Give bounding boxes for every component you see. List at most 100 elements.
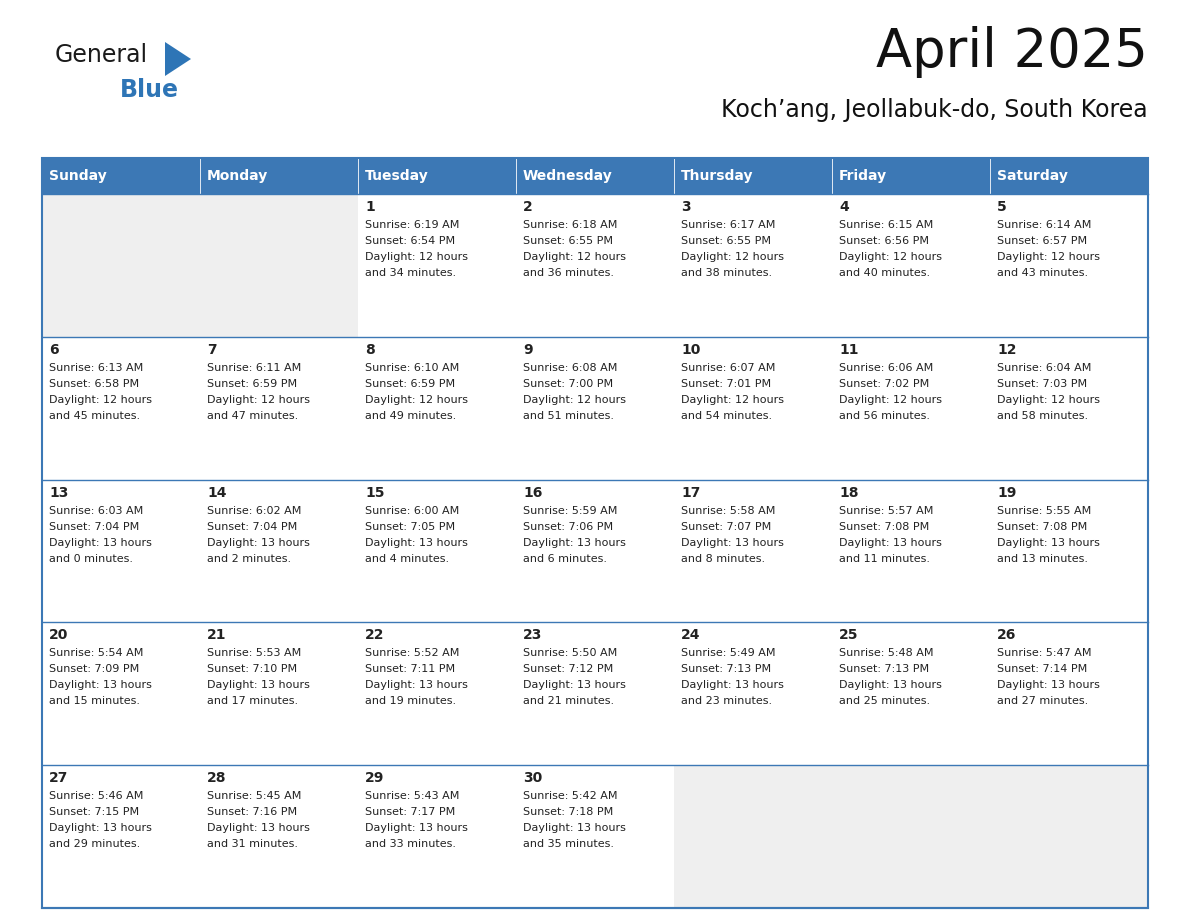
Text: Sunrise: 6:17 AM: Sunrise: 6:17 AM xyxy=(681,220,776,230)
Bar xyxy=(990,337,1148,479)
Text: Sunset: 7:10 PM: Sunset: 7:10 PM xyxy=(207,665,297,675)
Text: and 15 minutes.: and 15 minutes. xyxy=(49,697,140,706)
Bar xyxy=(990,622,1148,766)
Text: Sunset: 7:07 PM: Sunset: 7:07 PM xyxy=(681,521,771,532)
Text: and 19 minutes.: and 19 minutes. xyxy=(365,697,456,706)
Text: 29: 29 xyxy=(365,771,385,785)
Text: and 51 minutes.: and 51 minutes. xyxy=(523,410,614,420)
Text: Daylight: 13 hours: Daylight: 13 hours xyxy=(207,538,310,548)
Text: and 49 minutes.: and 49 minutes. xyxy=(365,410,456,420)
Text: Sunrise: 5:55 AM: Sunrise: 5:55 AM xyxy=(997,506,1092,516)
Text: Sunset: 7:16 PM: Sunset: 7:16 PM xyxy=(207,807,297,817)
Text: Daylight: 13 hours: Daylight: 13 hours xyxy=(365,538,468,548)
Text: Sunset: 7:14 PM: Sunset: 7:14 PM xyxy=(997,665,1087,675)
Text: and 33 minutes.: and 33 minutes. xyxy=(365,839,456,849)
Text: Daylight: 12 hours: Daylight: 12 hours xyxy=(997,395,1100,405)
Bar xyxy=(358,479,516,622)
Text: Sunrise: 6:11 AM: Sunrise: 6:11 AM xyxy=(207,363,302,373)
Text: Sunset: 7:06 PM: Sunset: 7:06 PM xyxy=(523,521,613,532)
Text: Sunrise: 5:48 AM: Sunrise: 5:48 AM xyxy=(839,648,934,658)
Text: and 40 minutes.: and 40 minutes. xyxy=(839,268,930,278)
Text: Sunrise: 6:00 AM: Sunrise: 6:00 AM xyxy=(365,506,460,516)
Text: General: General xyxy=(55,43,148,67)
Text: 10: 10 xyxy=(681,342,701,357)
Text: 11: 11 xyxy=(839,342,859,357)
Text: Sunrise: 6:07 AM: Sunrise: 6:07 AM xyxy=(681,363,776,373)
Text: Sunrise: 5:45 AM: Sunrise: 5:45 AM xyxy=(207,791,302,801)
Bar xyxy=(200,158,358,194)
Text: Sunset: 7:11 PM: Sunset: 7:11 PM xyxy=(365,665,455,675)
Text: and 4 minutes.: and 4 minutes. xyxy=(365,554,449,564)
Text: and 34 minutes.: and 34 minutes. xyxy=(365,268,456,278)
Bar xyxy=(358,337,516,479)
Bar xyxy=(674,622,832,766)
Text: Daylight: 12 hours: Daylight: 12 hours xyxy=(997,252,1100,262)
Bar xyxy=(990,158,1148,194)
Text: Sunrise: 5:58 AM: Sunrise: 5:58 AM xyxy=(681,506,776,516)
Text: Sunset: 7:04 PM: Sunset: 7:04 PM xyxy=(207,521,297,532)
Text: 19: 19 xyxy=(997,486,1017,499)
Text: and 0 minutes.: and 0 minutes. xyxy=(49,554,133,564)
Text: 15: 15 xyxy=(365,486,385,499)
Text: 2: 2 xyxy=(523,200,532,214)
Bar xyxy=(516,622,674,766)
Bar xyxy=(516,479,674,622)
Text: and 2 minutes.: and 2 minutes. xyxy=(207,554,291,564)
Text: 30: 30 xyxy=(523,771,542,785)
Text: 17: 17 xyxy=(681,486,701,499)
Text: 20: 20 xyxy=(49,629,69,643)
Text: Sunset: 7:13 PM: Sunset: 7:13 PM xyxy=(839,665,929,675)
Text: Sunrise: 5:49 AM: Sunrise: 5:49 AM xyxy=(681,648,776,658)
Bar xyxy=(832,337,990,479)
Text: Sunrise: 6:04 AM: Sunrise: 6:04 AM xyxy=(997,363,1092,373)
Text: 1: 1 xyxy=(365,200,374,214)
Text: Sunset: 6:54 PM: Sunset: 6:54 PM xyxy=(365,236,455,246)
Text: 8: 8 xyxy=(365,342,374,357)
Text: Daylight: 12 hours: Daylight: 12 hours xyxy=(207,395,310,405)
Text: and 31 minutes.: and 31 minutes. xyxy=(207,839,298,849)
Text: Sunset: 6:59 PM: Sunset: 6:59 PM xyxy=(207,379,297,389)
Text: Thursday: Thursday xyxy=(681,169,753,183)
Text: 4: 4 xyxy=(839,200,848,214)
Polygon shape xyxy=(165,42,191,76)
Text: Sunrise: 6:06 AM: Sunrise: 6:06 AM xyxy=(839,363,934,373)
Bar xyxy=(358,194,516,337)
Text: and 11 minutes.: and 11 minutes. xyxy=(839,554,930,564)
Text: Daylight: 13 hours: Daylight: 13 hours xyxy=(207,680,310,690)
Text: Daylight: 13 hours: Daylight: 13 hours xyxy=(49,538,152,548)
Bar xyxy=(42,158,200,194)
Text: 22: 22 xyxy=(365,629,385,643)
Text: Daylight: 12 hours: Daylight: 12 hours xyxy=(523,252,626,262)
Text: Monday: Monday xyxy=(207,169,268,183)
Text: Sunset: 7:03 PM: Sunset: 7:03 PM xyxy=(997,379,1087,389)
Text: 18: 18 xyxy=(839,486,859,499)
Text: 14: 14 xyxy=(207,486,227,499)
Bar xyxy=(832,194,990,337)
Bar xyxy=(832,479,990,622)
Text: Wednesday: Wednesday xyxy=(523,169,613,183)
Text: Sunrise: 6:13 AM: Sunrise: 6:13 AM xyxy=(49,363,144,373)
Text: Sunset: 7:15 PM: Sunset: 7:15 PM xyxy=(49,807,139,817)
Bar xyxy=(200,766,358,908)
Bar xyxy=(358,158,516,194)
Bar xyxy=(674,766,832,908)
Bar xyxy=(42,622,200,766)
Text: Sunset: 7:17 PM: Sunset: 7:17 PM xyxy=(365,807,455,817)
Text: and 38 minutes.: and 38 minutes. xyxy=(681,268,772,278)
Bar xyxy=(674,337,832,479)
Text: Daylight: 13 hours: Daylight: 13 hours xyxy=(997,680,1100,690)
Text: 6: 6 xyxy=(49,342,58,357)
Text: Daylight: 12 hours: Daylight: 12 hours xyxy=(681,395,784,405)
Text: Sunrise: 6:18 AM: Sunrise: 6:18 AM xyxy=(523,220,618,230)
Text: Sunset: 7:13 PM: Sunset: 7:13 PM xyxy=(681,665,771,675)
Text: Sunset: 7:05 PM: Sunset: 7:05 PM xyxy=(365,521,455,532)
Text: and 45 minutes.: and 45 minutes. xyxy=(49,410,140,420)
Text: Sunrise: 5:42 AM: Sunrise: 5:42 AM xyxy=(523,791,618,801)
Text: and 54 minutes.: and 54 minutes. xyxy=(681,410,772,420)
Text: Sunset: 6:59 PM: Sunset: 6:59 PM xyxy=(365,379,455,389)
Text: Sunrise: 5:53 AM: Sunrise: 5:53 AM xyxy=(207,648,302,658)
Bar xyxy=(42,337,200,479)
Text: and 13 minutes.: and 13 minutes. xyxy=(997,554,1088,564)
Text: and 17 minutes.: and 17 minutes. xyxy=(207,697,298,706)
Text: Daylight: 13 hours: Daylight: 13 hours xyxy=(365,823,468,834)
